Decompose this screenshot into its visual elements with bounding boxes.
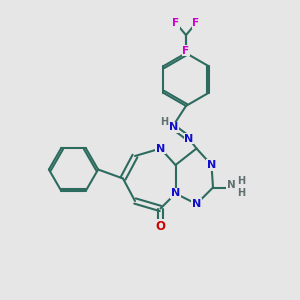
Text: N: N <box>226 180 236 190</box>
Text: H: H <box>237 176 246 186</box>
Text: N: N <box>156 143 165 154</box>
Text: N: N <box>192 199 201 209</box>
Text: F: F <box>182 46 190 56</box>
Text: O: O <box>155 220 166 233</box>
Text: F: F <box>172 18 179 28</box>
Text: N: N <box>169 122 178 133</box>
Text: N: N <box>207 160 216 170</box>
Text: H: H <box>160 117 169 127</box>
Text: N: N <box>171 188 180 199</box>
Text: N: N <box>184 134 194 144</box>
Text: H: H <box>237 188 246 198</box>
Text: F: F <box>193 18 200 28</box>
